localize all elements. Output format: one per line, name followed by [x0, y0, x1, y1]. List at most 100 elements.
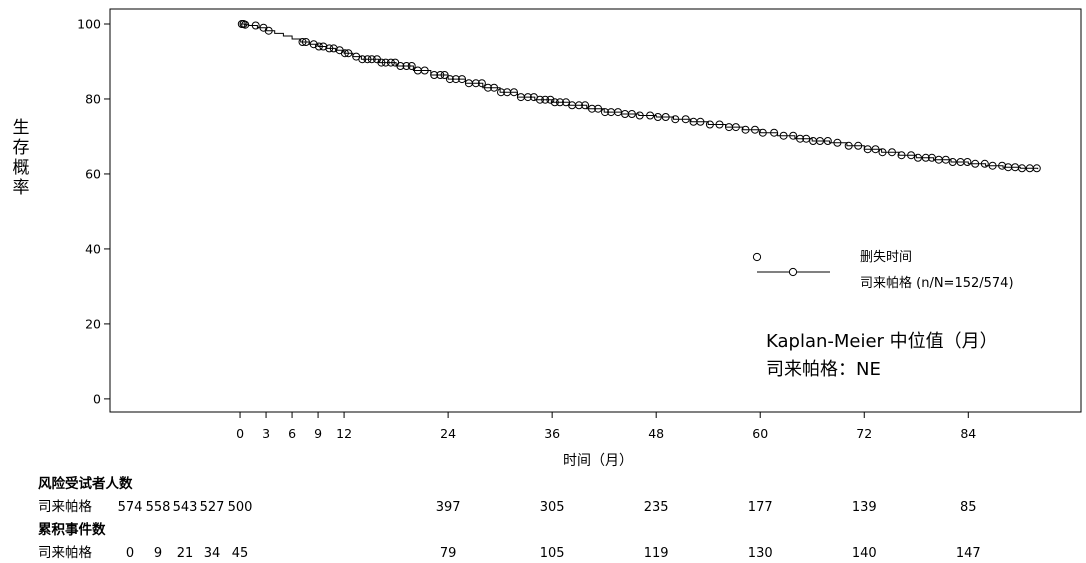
risk-events-value: 147: [956, 546, 981, 561]
risk-at-risk-value: 527: [200, 500, 225, 515]
y-axis-label-char: 率: [13, 178, 30, 198]
censor-mark: [309, 40, 318, 49]
censor-mark: [878, 148, 887, 157]
risk-events-value: 45: [232, 546, 249, 561]
censor-mark: [980, 159, 989, 168]
censor-mark: [705, 120, 714, 129]
censor-mark: [779, 131, 788, 140]
legend-censor-label: 删失时间: [860, 250, 912, 265]
censor-mark: [854, 141, 863, 150]
km-curve: [240, 23, 1039, 170]
censor-mark: [575, 101, 583, 110]
censor-mark: [914, 153, 922, 162]
censor-mark: [1032, 164, 1041, 173]
x-tick-label: 9: [314, 426, 322, 441]
y-tick-label: 40: [85, 241, 101, 256]
risk-events-value: 140: [852, 546, 877, 561]
x-tick-label: 3: [262, 426, 270, 441]
censor-mark: [653, 113, 662, 121]
risk-group-label: 司来帕格: [38, 545, 92, 561]
censor-mark: [471, 79, 480, 88]
x-tick-label: 72: [856, 426, 872, 441]
censor-mark: [510, 88, 518, 97]
censor-mark: [536, 95, 544, 104]
censor-mark: [436, 71, 445, 79]
censor-mark: [430, 71, 439, 79]
x-tick-label: 60: [752, 426, 768, 441]
x-tick-label: 36: [544, 426, 560, 441]
censor-mark: [340, 49, 349, 58]
median-annotation-value: 司来帕格：NE: [766, 359, 881, 380]
y-axis-label-char: 存: [13, 138, 30, 158]
risk-at-risk-value: 397: [436, 500, 461, 515]
censor-mark: [264, 26, 273, 35]
censor-mark: [477, 79, 486, 88]
censor-mark: [440, 71, 449, 79]
x-axis: 0 3 6 9 12 24 36 48 60 72 84: [236, 412, 976, 441]
y-axis: 0 20 40 60 80 100: [77, 16, 110, 406]
censor-mark: [451, 75, 460, 84]
censor-marks: [237, 20, 1041, 173]
censor-mark: [741, 125, 750, 134]
risk-events-value: 79: [440, 546, 457, 561]
censor-mark: [329, 44, 338, 53]
censor-mark: [802, 134, 811, 143]
x-tick-label: 12: [336, 426, 352, 441]
censor-mark: [998, 161, 1007, 170]
censor-mark: [696, 117, 705, 126]
censor-mark: [907, 151, 916, 160]
risk-events-title: 累积事件数: [38, 521, 106, 538]
risk-at-risk-value: 139: [852, 500, 877, 515]
risk-at-risk-value: 177: [748, 500, 773, 515]
censor-mark: [731, 123, 740, 132]
risk-at-risk-title: 风险受试者人数: [38, 475, 133, 492]
y-tick-label: 100: [77, 16, 101, 31]
censor-mark: [402, 62, 411, 70]
censor-mark: [770, 128, 779, 137]
censor-mark: [601, 108, 609, 117]
censor-mark: [751, 125, 759, 134]
censor-mark: [871, 145, 880, 154]
y-tick-label: 60: [85, 166, 101, 181]
censor-mark: [796, 134, 805, 143]
y-axis-label-char: 生: [13, 118, 30, 138]
risk-at-risk-value: 235: [644, 500, 669, 515]
censor-mark: [314, 42, 323, 51]
censor-mark: [681, 115, 690, 124]
y-tick-label: 20: [85, 316, 101, 331]
censor-mark: [941, 155, 950, 164]
censor-mark: [458, 75, 466, 84]
legend: 删失时间 司来帕格 (n/N=152/574): [752, 250, 1014, 291]
x-tick-label: 6: [288, 426, 296, 441]
risk-at-risk-value: 500: [228, 500, 253, 515]
risk-events-value: 34: [204, 546, 221, 561]
plot-frame: [109, 8, 1082, 413]
legend-series-symbol: [788, 267, 798, 277]
risk-events-value: 119: [644, 546, 669, 561]
censor-mark: [963, 158, 972, 166]
censor-mark: [671, 115, 680, 124]
censor-mark: [988, 161, 997, 170]
censor-mark: [344, 49, 353, 58]
censor-mark: [897, 151, 906, 160]
censor-mark: [823, 137, 832, 145]
censor-mark: [541, 95, 550, 104]
x-tick-label: 24: [440, 426, 456, 441]
censor-mark: [301, 38, 310, 46]
censor-mark: [758, 128, 767, 137]
risk-events-value: 130: [748, 546, 773, 561]
censor-mark: [490, 83, 499, 92]
x-tick-label: 0: [236, 426, 244, 441]
censor-mark: [971, 159, 980, 168]
censor-mark: [298, 38, 307, 46]
censor-mark: [844, 141, 853, 150]
censor-mark: [241, 20, 250, 29]
y-axis-label-char: 概: [13, 158, 30, 178]
risk-events-value: 105: [540, 546, 565, 561]
risk-at-risk-value: 543: [173, 500, 198, 515]
censor-mark: [661, 113, 670, 121]
risk-events-value: 9: [154, 546, 162, 561]
censor-mark: [445, 75, 454, 84]
censor-mark: [386, 58, 395, 67]
